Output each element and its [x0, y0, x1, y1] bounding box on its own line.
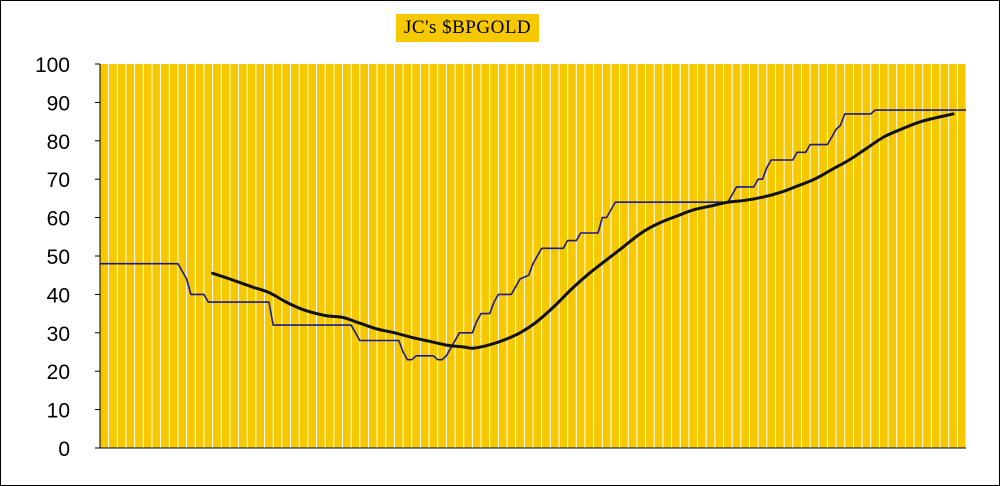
y-tick-label: 80 — [47, 131, 70, 154]
y-tick-label: 0 — [58, 438, 70, 461]
series-1-line — [100, 109, 966, 361]
y-tick-label: 90 — [47, 92, 70, 115]
series-2-line — [211, 112, 955, 350]
y-tick-label: 60 — [47, 208, 70, 231]
y-tick-label: 50 — [47, 246, 70, 269]
y-tick-label: 100 — [35, 54, 70, 77]
chart-title: JC's $BPGOLD — [396, 14, 540, 42]
y-tick-label: 20 — [47, 361, 70, 384]
y-tick-label: 70 — [47, 169, 70, 192]
y-tick-label: 10 — [47, 400, 70, 423]
y-tick-label: 30 — [47, 323, 70, 346]
y-tick-label: 40 — [47, 284, 70, 307]
